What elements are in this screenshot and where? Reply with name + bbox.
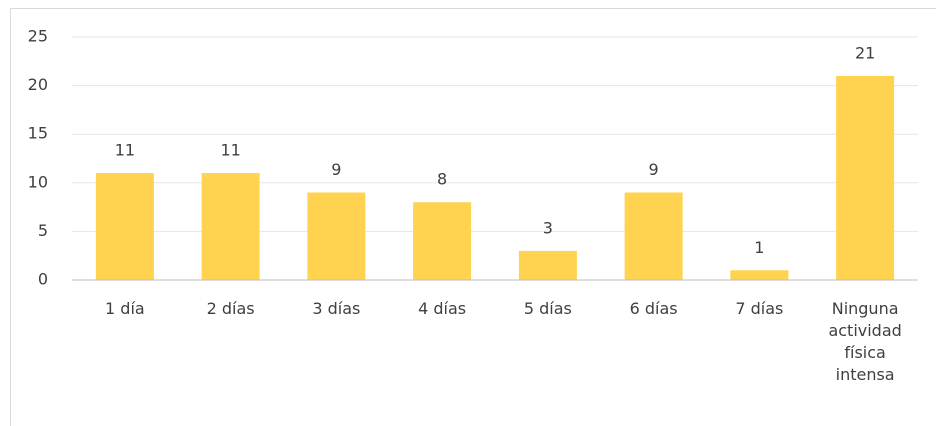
bar: [95, 173, 154, 280]
y-tick-label: 20: [28, 75, 48, 94]
x-tick-label: 1 día: [105, 299, 145, 318]
bar: [201, 173, 260, 280]
x-tick-label: Ninguna actividad física intensa: [828, 299, 902, 384]
data-label: 11: [115, 141, 135, 160]
x-tick-label: 7 días: [735, 299, 784, 318]
data-label: 8: [437, 170, 447, 189]
data-label: 11: [220, 141, 240, 160]
data-label: 1: [754, 238, 764, 257]
x-tick-label: 2 días: [206, 299, 255, 318]
x-tick-label: 4 días: [418, 299, 467, 318]
data-label: 3: [543, 218, 553, 237]
data-label: 9: [331, 160, 341, 179]
bar: [307, 192, 366, 280]
bar: [413, 202, 472, 280]
y-tick-label: 5: [38, 221, 48, 240]
x-tick-label: 6 días: [629, 299, 678, 318]
chart-frame: [10, 8, 936, 426]
y-tick-label: 25: [28, 27, 48, 46]
y-tick-label: 10: [28, 172, 48, 191]
x-tick-label: 3 días: [312, 299, 361, 318]
data-label: 21: [855, 43, 875, 62]
bar: [624, 192, 683, 280]
y-tick-label: 0: [38, 270, 48, 289]
data-label: 9: [649, 160, 659, 179]
bar: [518, 250, 577, 280]
x-tick-label: 5 días: [523, 299, 572, 318]
bar: [730, 270, 789, 280]
y-tick-label: 15: [28, 124, 48, 143]
bar: [836, 75, 895, 280]
